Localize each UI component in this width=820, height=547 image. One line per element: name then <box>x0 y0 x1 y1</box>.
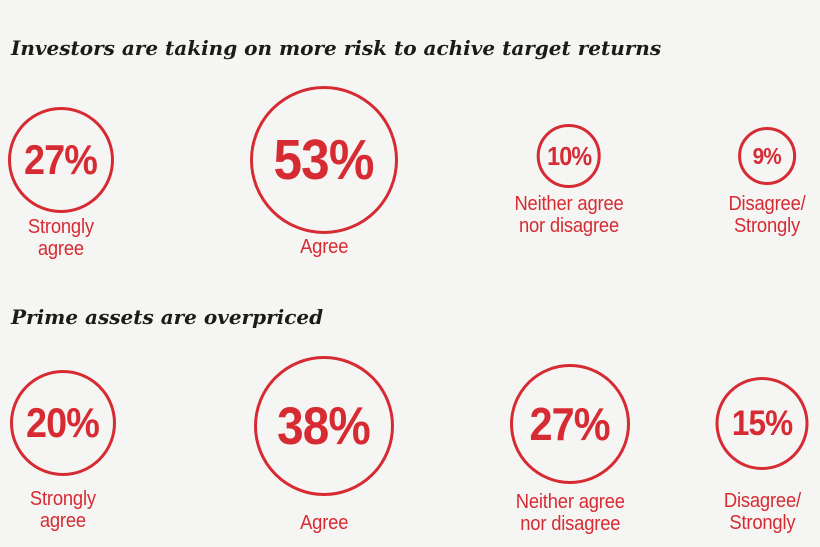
stat-circle: 15% <box>715 377 809 470</box>
stat-circle: 53% <box>250 86 398 234</box>
stat-label: Disagree/ Strongly <box>723 490 801 534</box>
stat-label: Strongly agree <box>27 216 95 260</box>
stat-value: 20% <box>26 399 101 446</box>
stat-label: Neither agree nor disagree <box>514 193 624 237</box>
stat-group-risk-agree: 53% Agree <box>250 86 398 258</box>
question-title-prime-assets: Prime assets are overpriced <box>11 305 324 329</box>
stat-circle: 27% <box>8 107 114 213</box>
stat-label: Strongly agree <box>29 488 97 532</box>
stat-value: 27% <box>529 398 611 450</box>
stat-group-prime-neither: 27% Neither agree nor disagree <box>510 364 630 535</box>
stat-value: 9% <box>752 142 782 169</box>
stat-label: Disagree/ Strongly <box>728 193 806 237</box>
stat-circle: 9% <box>737 127 796 185</box>
stat-circle: 20% <box>10 370 116 476</box>
stat-group-risk-disagree: 9% Disagree/ Strongly <box>725 127 809 237</box>
stat-value: 53% <box>274 128 375 192</box>
stat-circle: 27% <box>510 364 630 484</box>
stat-value: 38% <box>277 396 372 456</box>
stat-group-risk-neither: 10% Neither agree nor disagree <box>510 124 629 237</box>
stat-label: Agree <box>299 512 349 534</box>
question-title-risk: Investors are taking on more risk to ach… <box>11 36 662 60</box>
stat-group-prime-disagree: 15% Disagree/ Strongly <box>715 377 809 534</box>
stat-label: Neither agree nor disagree <box>515 491 625 535</box>
stat-value: 27% <box>24 136 99 183</box>
stat-group-prime-agree: 38% Agree <box>254 356 394 534</box>
stat-value: 15% <box>731 403 793 443</box>
stat-group-risk-strongly-agree: 27% Strongly agree <box>8 107 114 260</box>
stat-circle: 10% <box>537 124 601 188</box>
stat-group-prime-strongly-agree: 20% Strongly agree <box>10 370 116 532</box>
stat-circle: 38% <box>254 356 394 496</box>
stat-label: Agree <box>299 236 349 258</box>
stat-value: 10% <box>546 140 592 171</box>
